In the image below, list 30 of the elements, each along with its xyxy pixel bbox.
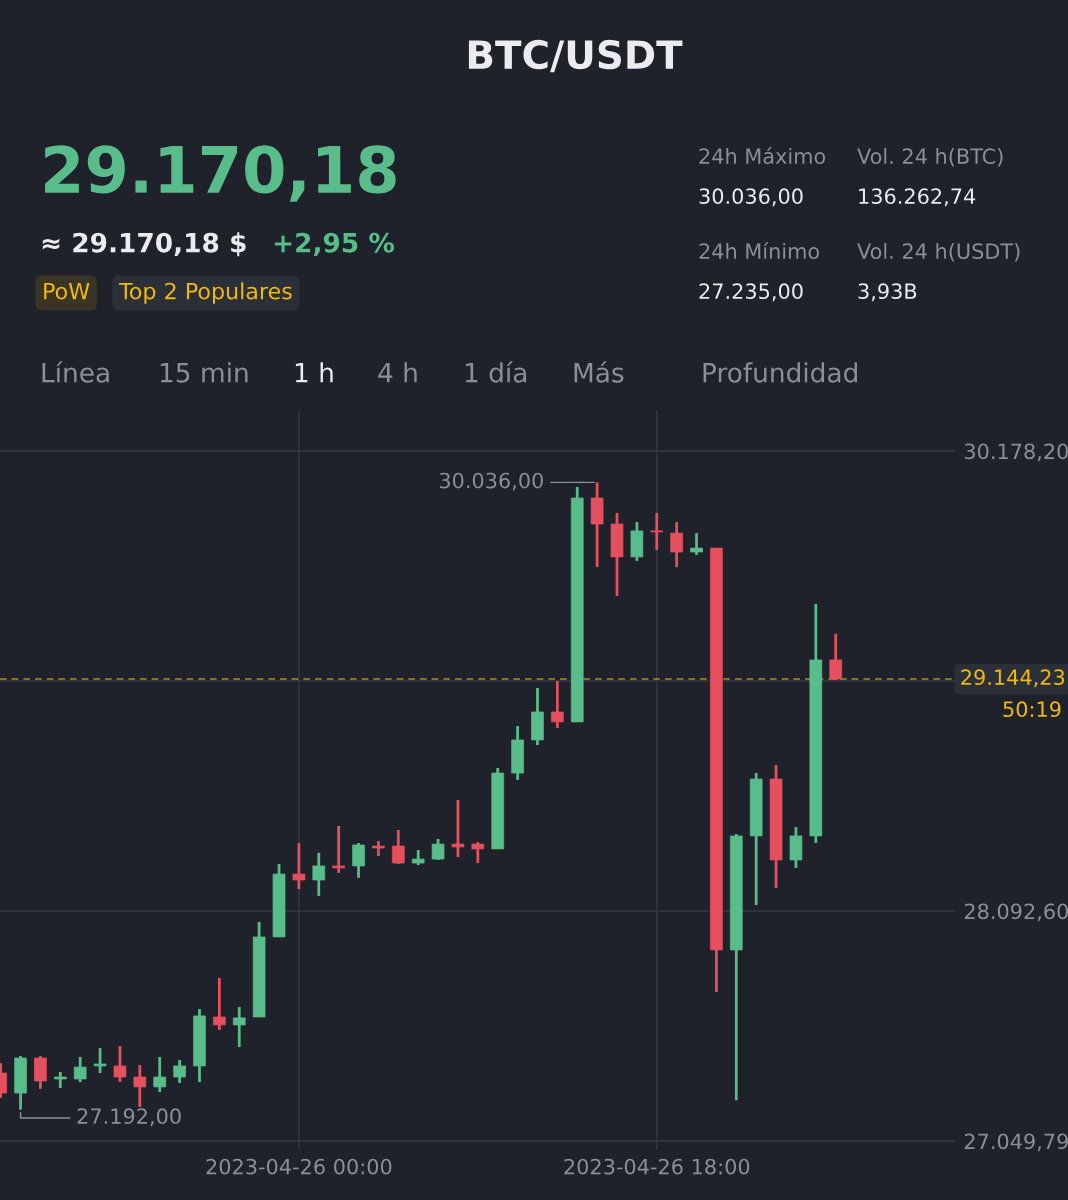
text: PoW	[44, 282, 90, 300]
text: ≈ 29.170,18 $	[42, 232, 246, 257]
x-tick-label: 2023-04-26 18:00	[564, 1158, 750, 1175]
text: 15 min	[160, 362, 248, 383]
text: 50:19	[1003, 701, 1061, 718]
chart-title: BTC/USDT	[468, 39, 683, 73]
text: Top 2 Populares	[118, 282, 292, 304]
text: 30.036,00	[699, 188, 803, 207]
text: 4 h	[378, 362, 417, 383]
annotation: 30.036,00	[439, 472, 543, 491]
y-tick-label: 28.092,60	[964, 903, 1068, 922]
y-tick-label: 30.178,20	[964, 443, 1068, 462]
text: 27.235,00	[699, 283, 803, 302]
text: Vol. 24 h(BTC)	[857, 147, 1003, 167]
text: 24h Máximo	[699, 147, 826, 165]
text: 29.170,18	[45, 145, 396, 202]
text: 3,93B	[858, 283, 917, 302]
text: 1 h	[295, 362, 333, 383]
text: Vol. 24 h(USDT)	[857, 242, 1020, 262]
text: Profundidad	[703, 362, 857, 383]
ref-line-label: 29.144,23	[961, 669, 1065, 688]
annotation: 27.192,00	[77, 1108, 181, 1127]
x-tick-label: 2023-04-26 00:00	[206, 1158, 392, 1175]
text: Más	[574, 361, 624, 383]
y-tick-label: 27.049,79	[964, 1133, 1068, 1152]
text: Línea	[42, 361, 109, 383]
text: +2,95 %	[274, 232, 395, 257]
text: 24h Mínimo	[699, 242, 819, 260]
text: 136.262,74	[859, 188, 976, 207]
text: 1 día	[465, 361, 527, 383]
